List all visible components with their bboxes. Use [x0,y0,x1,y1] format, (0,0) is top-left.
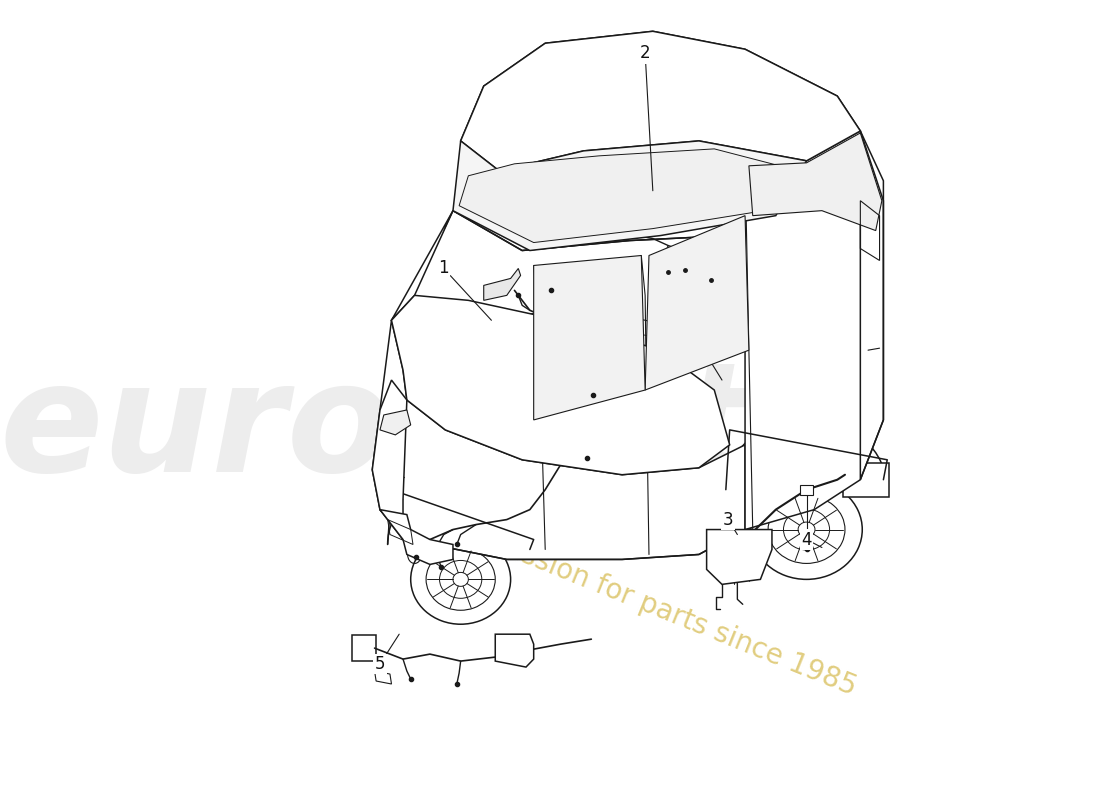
Polygon shape [453,141,806,250]
Polygon shape [495,634,534,667]
Text: 2: 2 [640,44,652,190]
Polygon shape [484,269,520,300]
Polygon shape [379,510,453,565]
Text: europarts: europarts [0,355,845,504]
Text: 3: 3 [723,510,737,534]
Polygon shape [745,131,883,530]
Text: 4: 4 [801,530,822,549]
FancyBboxPatch shape [352,635,376,661]
Text: a passion for parts since 1985: a passion for parts since 1985 [461,518,860,701]
Polygon shape [461,31,860,170]
Polygon shape [392,295,729,474]
Polygon shape [534,255,645,420]
Polygon shape [372,380,407,539]
Polygon shape [372,210,745,559]
Polygon shape [801,485,813,494]
FancyBboxPatch shape [844,462,889,497]
Polygon shape [379,410,410,435]
Polygon shape [706,530,772,584]
Text: 1: 1 [439,259,492,320]
Polygon shape [459,149,791,242]
Polygon shape [749,133,882,230]
Text: 5: 5 [375,634,399,673]
Polygon shape [645,216,749,390]
